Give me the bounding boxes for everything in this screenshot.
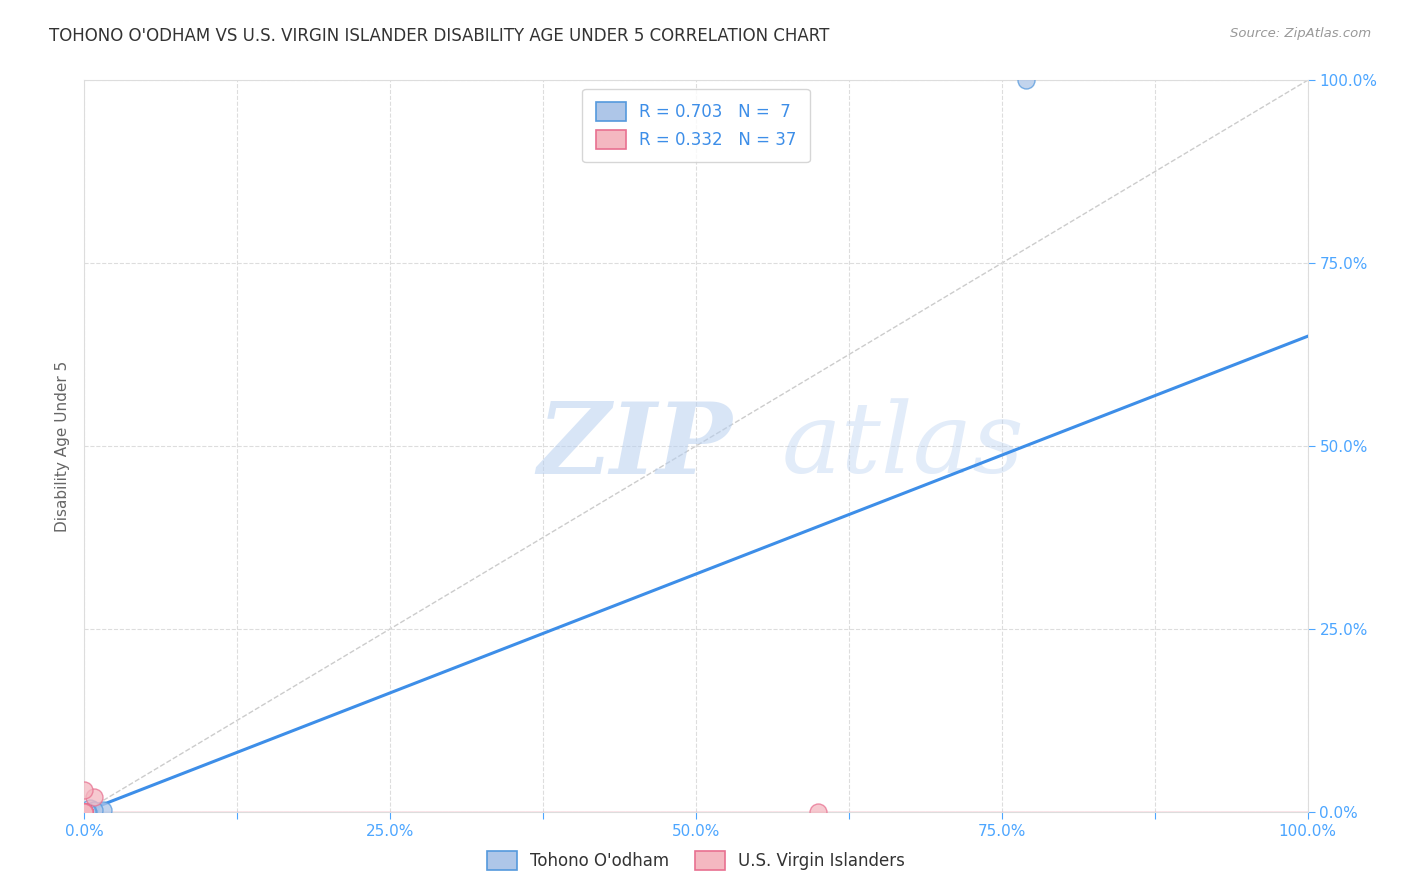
Text: Source: ZipAtlas.com: Source: ZipAtlas.com [1230,27,1371,40]
Point [73,805,96,819]
Point [73,805,96,819]
Point [73,805,96,819]
Point [73,805,96,819]
Text: ZIP: ZIP [537,398,733,494]
Point [83,803,105,817]
Point [73,805,96,819]
Point [73,805,96,819]
Point [73,805,96,819]
Point [73,805,96,819]
Point [73,805,96,819]
Point [73,805,96,819]
Point [73,805,96,819]
Point [73,805,96,819]
Point [91,803,114,817]
Point [73,805,96,819]
Point [73,805,96,819]
Point [73,805,96,819]
Point [73,805,96,819]
Point [73,805,96,819]
Point [73,805,96,819]
Text: atlas: atlas [782,399,1025,493]
Point [73,805,96,819]
Point [83,790,105,805]
Point [79,801,101,815]
Point [73,782,96,797]
Point [73,805,96,819]
Point [807,805,830,819]
Point [73,805,96,819]
Point [77,805,100,819]
Point [73,805,96,819]
Point [73,805,96,819]
Point [73,805,96,819]
Point [73,805,96,819]
Text: TOHONO O'ODHAM VS U.S. VIRGIN ISLANDER DISABILITY AGE UNDER 5 CORRELATION CHART: TOHONO O'ODHAM VS U.S. VIRGIN ISLANDER D… [49,27,830,45]
Point [73,805,96,819]
Point [73,805,96,819]
Point [73,805,96,819]
Point [1015,73,1038,87]
Point [73,805,96,819]
Legend: Tohono O'odham, U.S. Virgin Islanders: Tohono O'odham, U.S. Virgin Islanders [481,844,911,877]
Point [73,805,96,819]
Point [73,805,96,819]
Point [73,805,96,819]
Point [76,805,98,819]
Point [73,805,96,819]
Point [73,805,96,819]
Y-axis label: Disability Age Under 5: Disability Age Under 5 [55,360,70,532]
Point [73,805,96,819]
